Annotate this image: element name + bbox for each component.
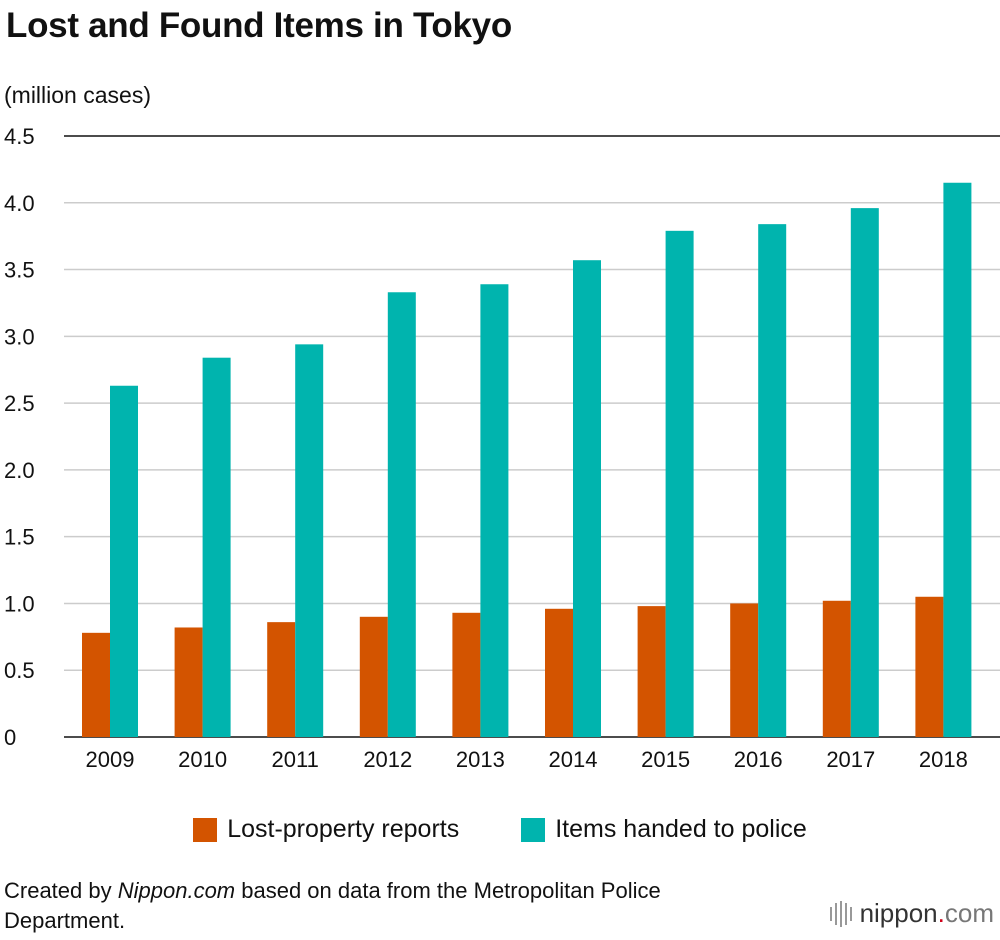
y-tick-label: 4.0 <box>4 191 35 216</box>
source-site: Nippon.com <box>117 878 236 903</box>
source-note: Created by Nippon.com based on data from… <box>4 876 764 936</box>
legend: Lost-property reports Items handed to po… <box>0 815 1000 844</box>
bar-lost-property <box>822 600 851 737</box>
bar-lost-property <box>915 596 944 737</box>
bar-lost-property <box>174 627 203 737</box>
y-tick-label: 2.5 <box>4 391 35 416</box>
bar-handed-to-police <box>665 230 694 737</box>
x-tick-label: 2015 <box>641 747 690 772</box>
chart-title: Lost and Found Items in Tokyo <box>6 6 512 45</box>
legend-swatch-handed-to-police <box>521 817 546 842</box>
x-tick-label: 2009 <box>86 747 135 772</box>
bar-handed-to-police <box>943 182 972 737</box>
logo-dot: . <box>937 898 945 928</box>
legend-item-handed-to-police: Items handed to police <box>521 815 807 844</box>
x-tick-label: 2017 <box>826 747 875 772</box>
y-tick-label: 4.5 <box>4 124 35 149</box>
bar-handed-to-police <box>573 260 601 737</box>
y-tick-label: 1.0 <box>4 591 35 616</box>
bar-handed-to-police <box>295 344 324 737</box>
nippon-logo: nippon. com <box>829 898 994 929</box>
y-tick-label: 1.5 <box>4 525 35 550</box>
bar-lost-property <box>359 616 388 737</box>
source-suffix: based on data from the Metropolitan Poli… <box>4 878 661 933</box>
bar-handed-to-police <box>850 208 879 737</box>
y-tick-label: 2.0 <box>4 458 35 483</box>
logo-bars-icon <box>829 900 852 927</box>
y-tick-label: 3.5 <box>4 258 35 283</box>
legend-item-lost-property: Lost-property reports <box>193 815 459 844</box>
bar-handed-to-police <box>758 224 787 737</box>
bar-lost-property <box>730 603 759 737</box>
bar-lost-property <box>452 612 481 737</box>
x-tick-label: 2014 <box>549 747 598 772</box>
bar-handed-to-police <box>110 385 138 737</box>
legend-label-lost-property: Lost-property reports <box>227 815 460 843</box>
y-tick-label: 3.0 <box>4 324 35 349</box>
bar-handed-to-police <box>202 357 231 737</box>
x-tick-label: 2010 <box>178 747 227 772</box>
logo-tld: com <box>944 898 994 928</box>
bar-lost-property <box>637 606 666 737</box>
x-tick-label: 2013 <box>456 747 505 772</box>
y-tick-label: 0 <box>4 725 16 750</box>
y-axis-unit-label: (million cases) <box>4 82 151 108</box>
bar-handed-to-police <box>480 284 509 737</box>
bar-lost-property <box>82 632 110 737</box>
logo-name: nippon <box>859 898 938 928</box>
source-prefix: Created by <box>4 878 118 903</box>
bar-lost-property <box>267 622 296 737</box>
x-tick-label: 2016 <box>734 747 783 772</box>
y-tick-label: 0.5 <box>4 658 35 683</box>
legend-swatch-lost-property <box>193 817 218 842</box>
x-tick-label: 2012 <box>363 747 412 772</box>
bar-handed-to-police <box>387 292 416 737</box>
legend-label-handed-to-police: Items handed to police <box>555 815 807 843</box>
x-tick-label: 2018 <box>919 747 968 772</box>
x-tick-label: 2011 <box>272 747 319 772</box>
bar-lost-property <box>545 608 573 737</box>
bar-chart: 0 0.5 1.0 1.5 2.0 2.5 3.0 3.5 4.0 4.5 2009 2010 2011… <box>4 124 1000 772</box>
